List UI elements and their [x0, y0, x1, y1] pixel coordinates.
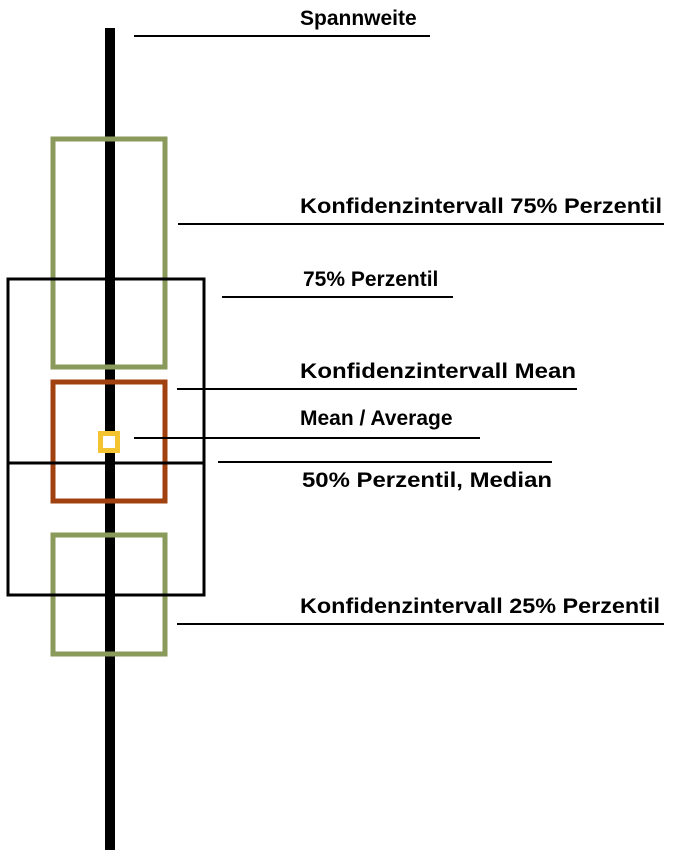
- label-median: 50% Perzentil, Median: [302, 469, 552, 492]
- label-mean: Mean / Average: [300, 407, 453, 430]
- ci-mean-box: [50, 379, 168, 504]
- label-range: Spannweite: [300, 7, 417, 30]
- label-ci-mean: Konfidenzintervall Mean: [300, 360, 576, 383]
- square-marker-icon: [98, 431, 120, 453]
- ci-p75-box: [50, 136, 168, 370]
- label-ci-p25: Konfidenzintervall 25% Perzentil: [300, 595, 660, 618]
- label-ci-p75: Konfidenzintervall 75% Perzentil: [300, 195, 662, 218]
- label-p75: 75% Perzentil: [303, 268, 438, 291]
